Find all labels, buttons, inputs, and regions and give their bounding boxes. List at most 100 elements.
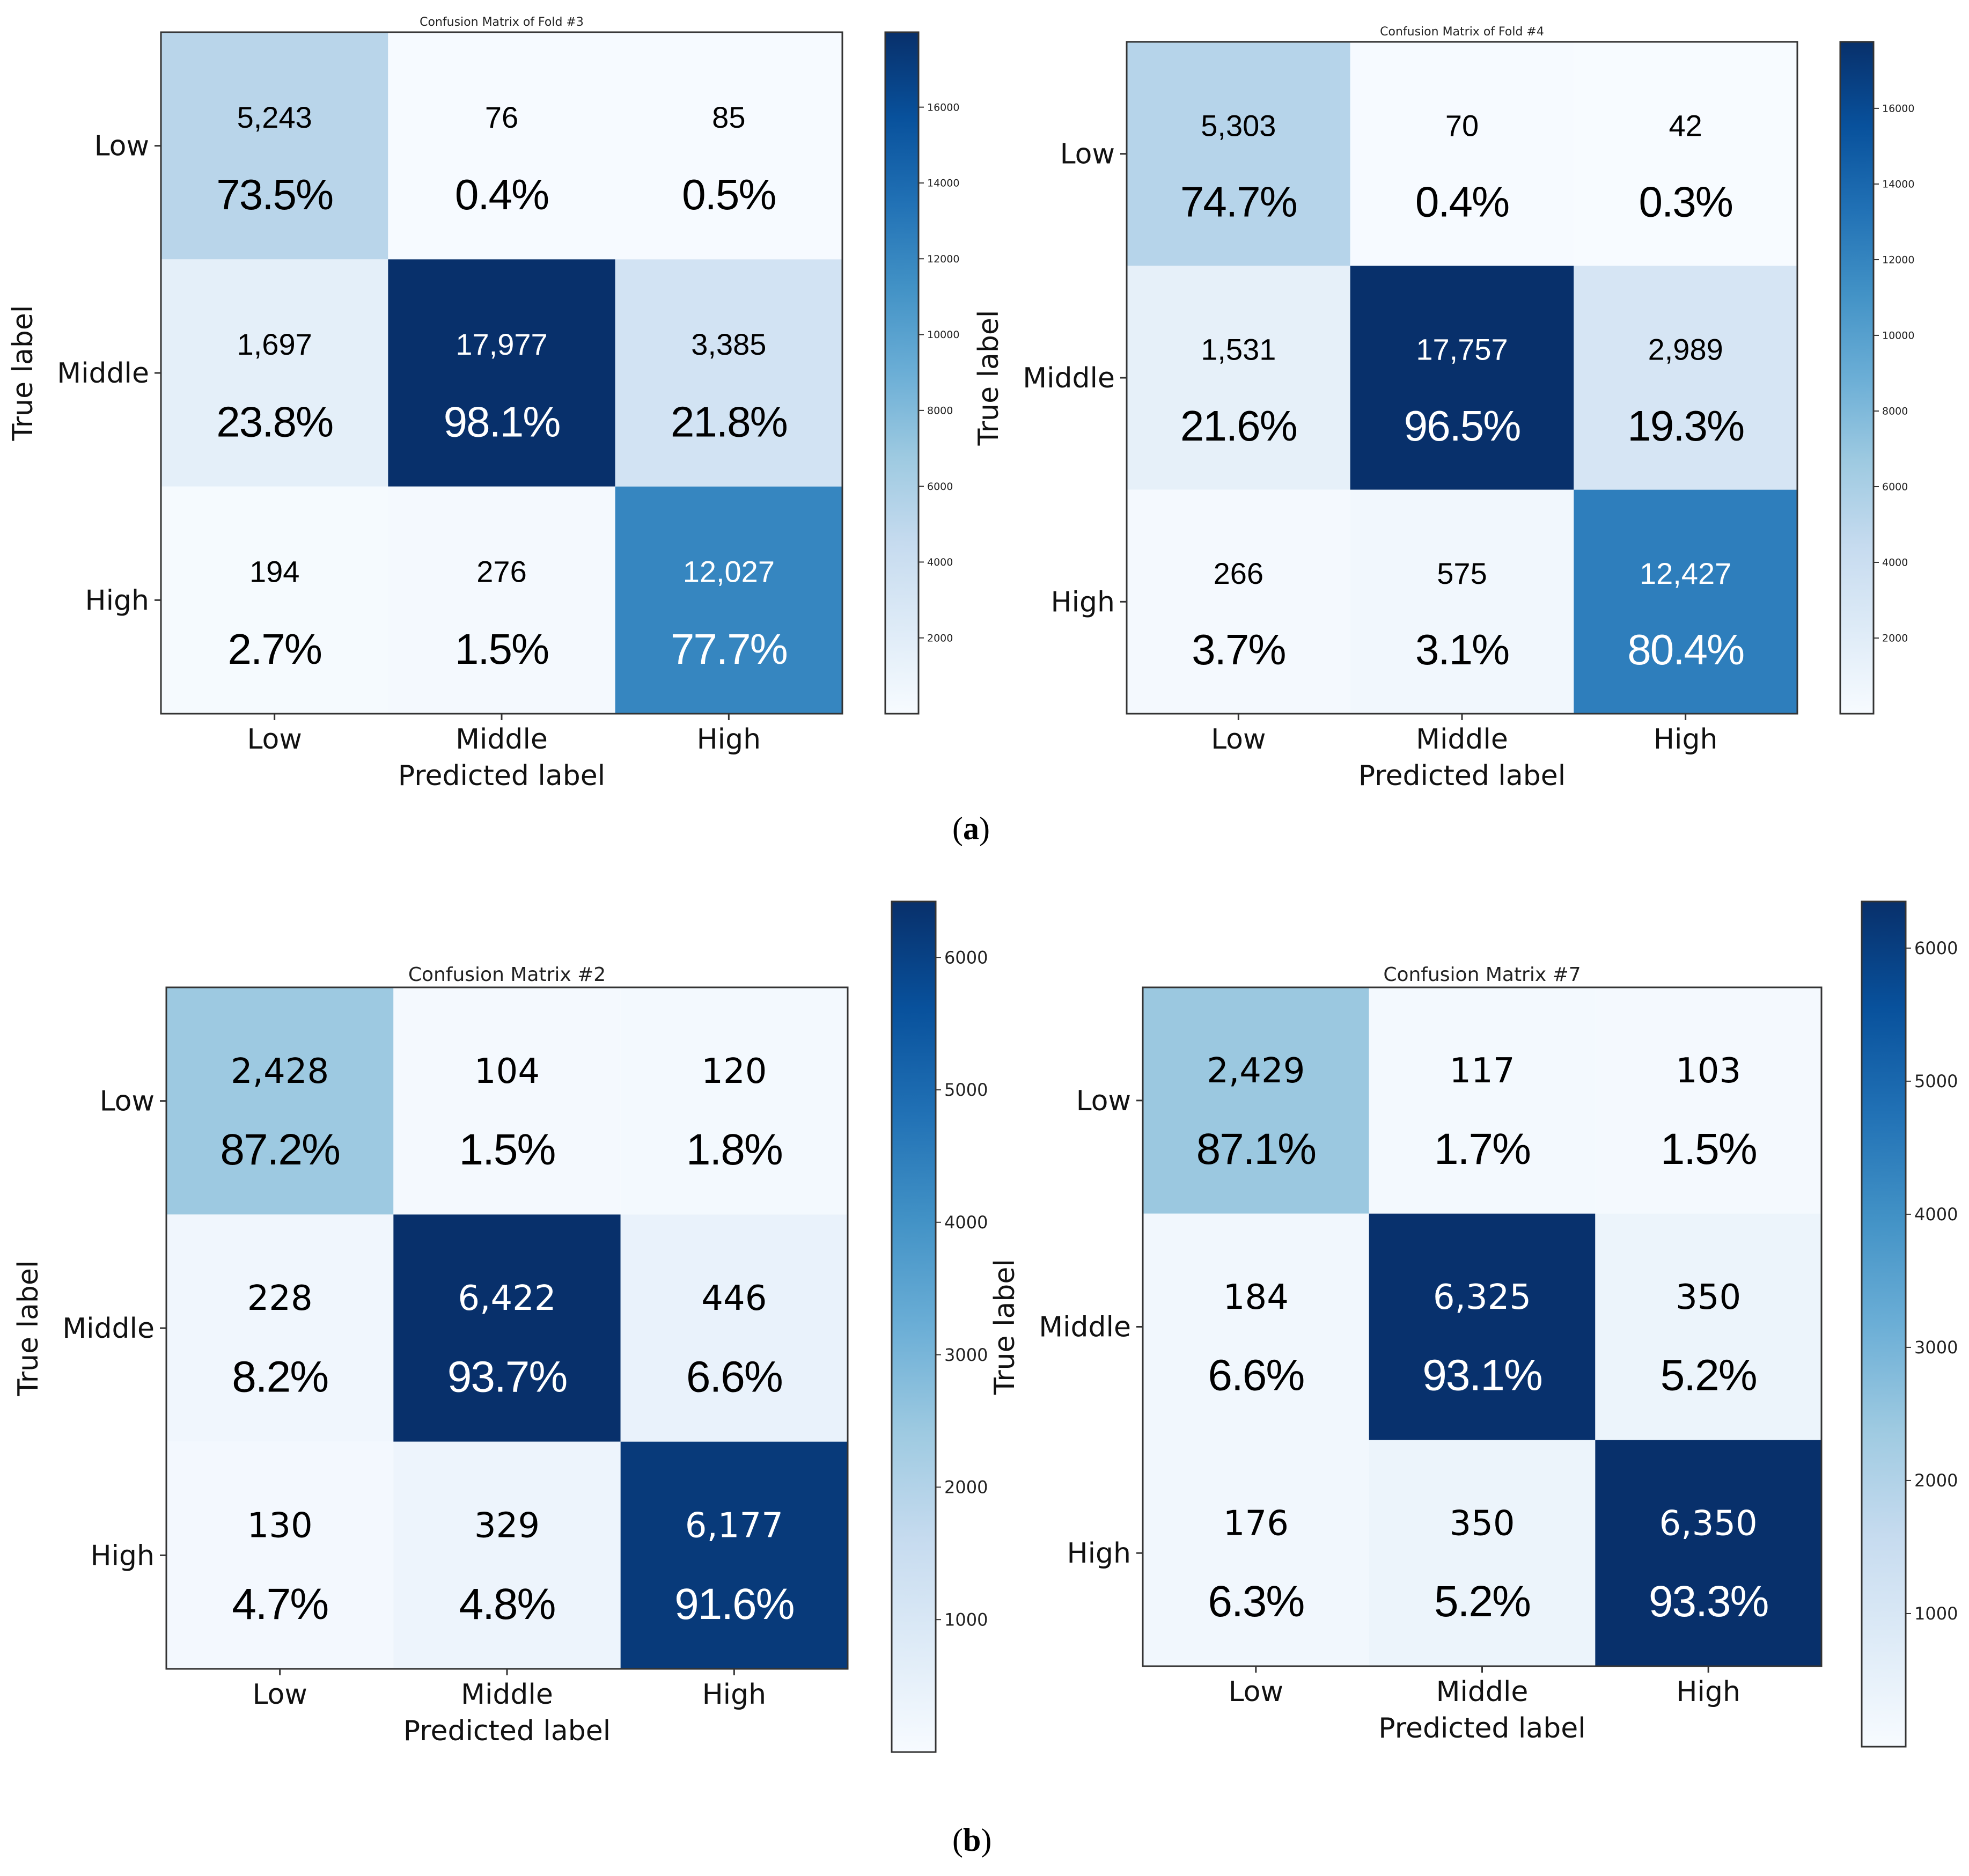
colorbar-tick-label: 2000: [944, 1477, 988, 1498]
cell-percent-label: 77.7%: [671, 625, 787, 673]
chart-title: Confusion Matrix #7: [1383, 964, 1581, 986]
x-axis-label: Predicted label: [398, 760, 605, 792]
cell-percent-label: 5.2%: [1661, 1351, 1757, 1400]
colorbar-tick-label: 12000: [1882, 254, 1914, 266]
colorbar-tick-label: 14000: [927, 178, 959, 189]
cell-count-label: 6,350: [1659, 1504, 1758, 1543]
cell-percent-label: 1.7%: [1434, 1125, 1530, 1174]
matrix-cell: [1350, 266, 1574, 490]
y-tick-label: High: [1067, 1537, 1131, 1570]
cell-percent-label: 0.4%: [455, 171, 548, 218]
cell-count-label: 6,177: [685, 1506, 783, 1545]
matrix-cell: [161, 32, 388, 260]
matrix-cell: [1143, 1213, 1369, 1440]
y-tick-label: Low: [1060, 138, 1115, 171]
cell-count-label: 85: [712, 100, 745, 134]
cell-percent-label: 2.7%: [227, 625, 321, 673]
cell-percent-label: 93.7%: [447, 1353, 567, 1402]
matrix-cell: [1350, 489, 1574, 714]
matrix-cell: [1127, 489, 1350, 714]
x-tick-label: Low: [247, 723, 302, 756]
matrix-cell: [620, 1441, 848, 1669]
matrix-cell: [166, 1214, 394, 1442]
cell-count-label: 6,422: [458, 1279, 556, 1318]
colorbar-tick-label: 16000: [927, 101, 959, 113]
cell-percent-label: 1.5%: [455, 625, 548, 673]
colorbar-tick-label: 10000: [927, 329, 959, 341]
matrix-cell: [1127, 42, 1350, 266]
x-tick-label: Middle: [455, 723, 548, 756]
colorbar-tick-label: 6000: [944, 947, 988, 968]
cell-count-label: 17,977: [455, 327, 547, 361]
cell-count-label: 76: [485, 100, 518, 134]
matrix-cell: [620, 987, 848, 1215]
confusion-matrix-3: Confusion Matrix #2 2,428 87.2% 104 1.5% 120 1…: [12, 900, 988, 1753]
cell-percent-label: 0.4%: [1415, 178, 1509, 226]
confusion-matrix-1: Confusion Matrix of Fold #3 5,243 73.5% 76 0…: [7, 16, 959, 792]
matrix-cell: [1574, 42, 1797, 266]
colorbar-tick-label: 2000: [1914, 1470, 1958, 1491]
cell-count-label: 5,243: [237, 100, 312, 134]
x-tick-label: Low: [1211, 723, 1266, 756]
colorbar-tick-label: 6000: [1882, 481, 1908, 493]
colorbar-tick-label: 1000: [1914, 1603, 1958, 1624]
colorbar-tick-label: 10000: [1882, 330, 1914, 342]
cell-count-label: 5,303: [1201, 108, 1276, 142]
cell-percent-label: 91.6%: [674, 1580, 794, 1629]
y-tick-label: High: [90, 1540, 155, 1572]
colorbar-tick-label: 3000: [1914, 1337, 1958, 1358]
cell-percent-label: 23.8%: [216, 398, 333, 446]
colorbar-tick-label: 2000: [927, 632, 953, 644]
cell-count-label: 350: [1676, 1278, 1741, 1317]
confusion-matrix-2: Confusion Matrix of Fold #4 5,303 74.7% 70 0…: [973, 25, 1914, 792]
cell-percent-label: 6.3%: [1208, 1577, 1304, 1626]
x-tick-label: Middle: [461, 1679, 553, 1711]
colorbar-tick-label: 12000: [927, 253, 959, 265]
matrix-cell: [1369, 1440, 1596, 1666]
matrix-cell: [1595, 1440, 1821, 1666]
matrix-cell: [393, 1214, 621, 1442]
matrix-cell: [1350, 42, 1574, 266]
colorbar-tick-label: 5000: [944, 1080, 988, 1100]
cell-count-label: 120: [701, 1052, 767, 1091]
chart-title: Confusion Matrix #2: [408, 964, 606, 986]
matrix-cell: [166, 987, 394, 1215]
panel-label-b-text: b: [963, 1822, 981, 1858]
chart-title: Confusion Matrix of Fold #3: [420, 16, 584, 29]
matrix-cell: [1574, 489, 1797, 714]
colorbar-tick-label: 1000: [944, 1609, 988, 1630]
cell-percent-label: 8.2%: [232, 1353, 328, 1402]
y-axis-label: True label: [7, 305, 39, 442]
colorbar-tick-label: 2000: [1882, 633, 1908, 644]
matrix-cell: [388, 32, 615, 260]
colorbar-tick-label: 4000: [1914, 1204, 1958, 1225]
x-axis-label: Predicted label: [403, 1715, 611, 1747]
colorbar-tick-label: 6000: [1914, 938, 1958, 958]
cell-count-label: 3,385: [691, 327, 766, 361]
colorbar-tick-label: 16000: [1882, 103, 1914, 115]
cell-percent-label: 74.7%: [1180, 178, 1297, 226]
matrix-cell: [166, 1441, 394, 1669]
matrix-cell: [1595, 1213, 1821, 1440]
colorbar-tick-label: 14000: [1882, 179, 1914, 190]
cell-percent-label: 96.5%: [1404, 402, 1520, 450]
cell-count-label: 6,325: [1433, 1278, 1531, 1317]
cell-percent-label: 4.7%: [232, 1580, 328, 1629]
y-axis-label: True label: [12, 1261, 45, 1397]
matrix-cell: [1369, 1213, 1596, 1440]
cell-percent-label: 87.1%: [1196, 1125, 1316, 1174]
x-axis-label: Predicted label: [1358, 760, 1566, 792]
cell-count-label: 350: [1449, 1504, 1515, 1543]
cell-count-label: 228: [247, 1279, 313, 1318]
panel-label-a: (a): [952, 811, 990, 846]
matrix-cell: [615, 32, 842, 260]
cell-count-label: 276: [476, 554, 526, 588]
cell-count-label: 104: [474, 1052, 540, 1091]
cell-count-label: 266: [1214, 556, 1263, 590]
matrix-cell: [393, 987, 621, 1215]
cell-percent-label: 6.6%: [1208, 1351, 1304, 1400]
x-tick-label: High: [702, 1679, 767, 1711]
colorbar-tick-label: 4000: [1882, 557, 1908, 569]
x-tick-label: Middle: [1436, 1676, 1529, 1708]
